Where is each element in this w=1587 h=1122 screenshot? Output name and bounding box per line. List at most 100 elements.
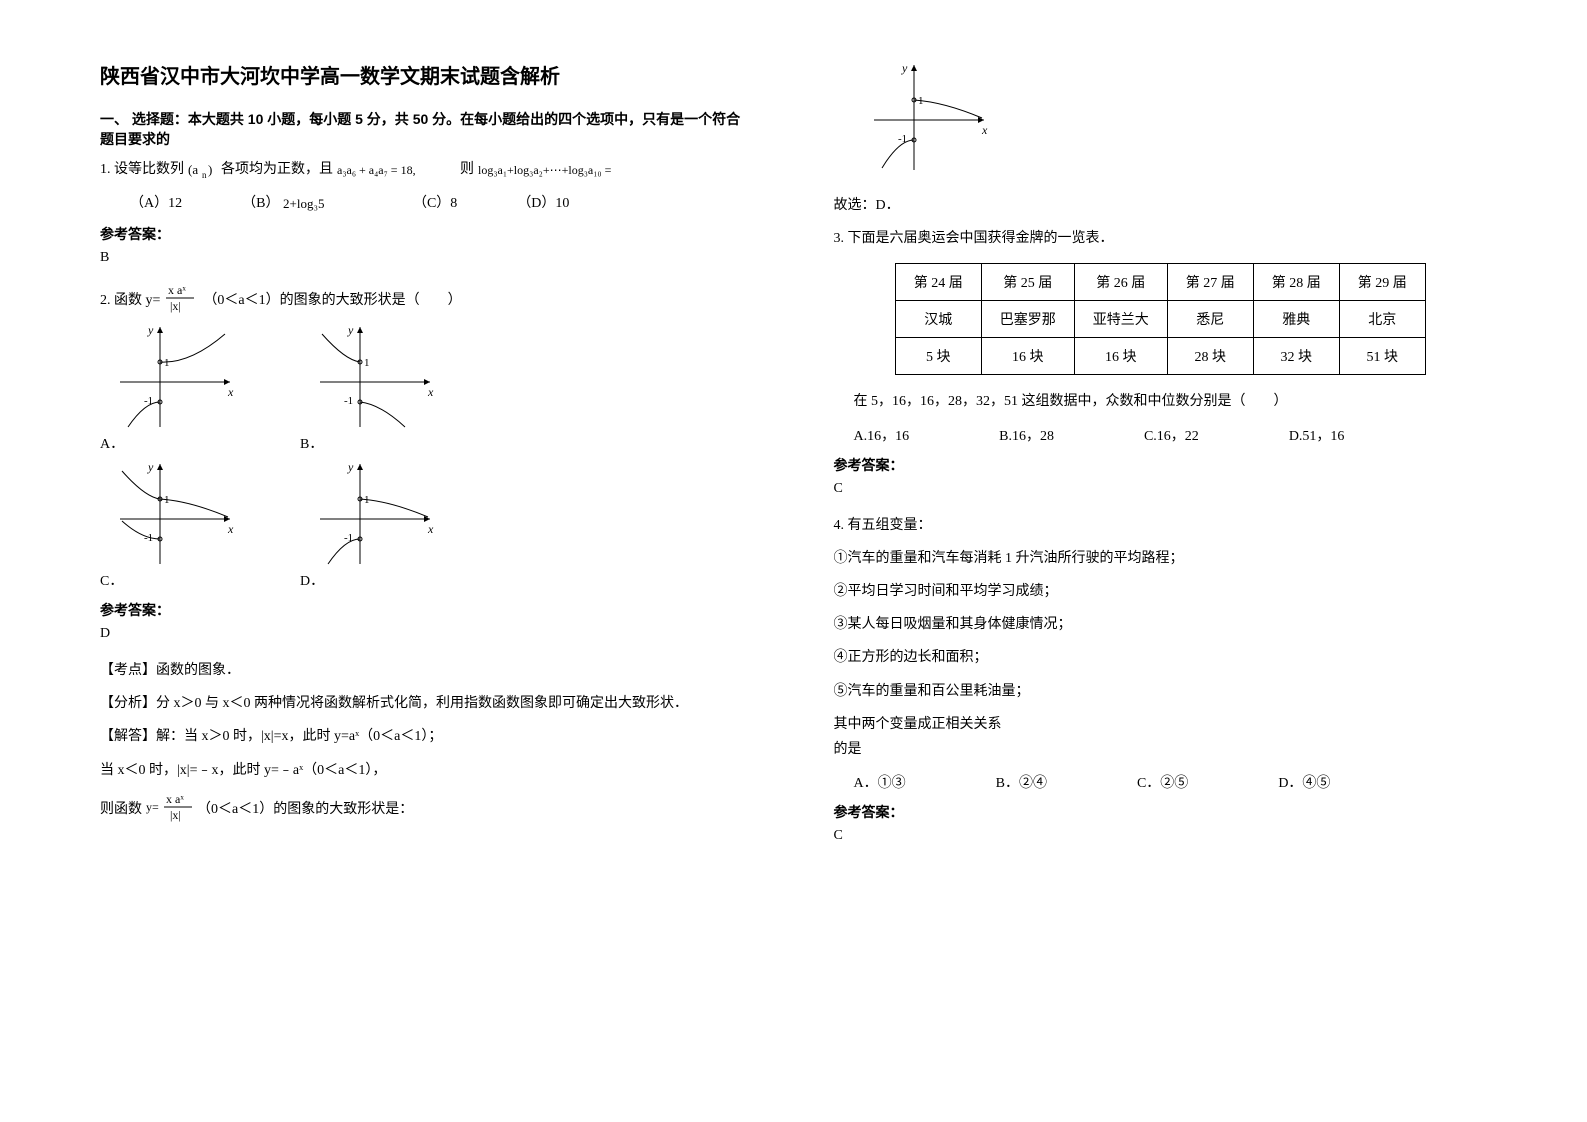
table-cell: 第 26 届 <box>1074 264 1167 301</box>
q2-graph-d-wrap: x y 1 -1 D． <box>300 459 440 590</box>
q2-label-d: D． <box>300 570 440 590</box>
q4-item-3: ③某人每日吸烟量和其身体健康情况； <box>834 612 1488 637</box>
q1-answer-label: 参考答案： <box>100 224 754 244</box>
svg-text:n: n <box>202 170 207 180</box>
svg-text:x: x <box>227 385 234 399</box>
svg-text:2+log₃5: 2+log₃5 <box>283 196 324 211</box>
q4-item-5: ⑤汽车的重量和百公里耗油量； <box>834 679 1488 704</box>
q2-graph-b-wrap: x y 1 -1 B． <box>300 322 440 453</box>
svg-text:x aˣ: x aˣ <box>168 283 186 297</box>
svg-text:y: y <box>147 323 154 337</box>
svg-text:1: 1 <box>164 357 170 369</box>
right-column: x y 1 -1 ， 故选：D． 3. 下面是六届奥运会中国获得金牌的一览表． … <box>834 60 1488 1082</box>
formula-2-plus-log-icon: 2+log₃5 <box>283 194 353 214</box>
formula-product-icon: a₃a₆ + a₄a₇ = 18, <box>337 160 457 180</box>
svg-text:|x|: |x| <box>170 808 181 822</box>
q2-label-a: A． <box>100 433 240 453</box>
svg-text:x: x <box>981 123 988 137</box>
table-cell: 28 块 <box>1167 338 1253 375</box>
q2-graph-row-cd: x y 1 -1 C． x y 1 -1 D． <box>100 459 754 590</box>
table-cell: 32 块 <box>1253 338 1339 375</box>
q3-answer: C <box>834 481 1488 497</box>
medal-table: 第 24 届 第 25 届 第 26 届 第 27 届 第 28 届 第 29 … <box>895 263 1426 375</box>
q3-question: 在 5，16，16，28，32，51 这组数据中，众数和中位数分别是（ ） <box>854 389 1488 414</box>
q1-option-b: （B） 2+log₃5 <box>242 192 353 214</box>
q3-options: A.16，16 B.16，28 C.16，22 D.51，16 <box>854 425 1488 445</box>
table-cell: 第 25 届 <box>981 264 1074 301</box>
q2-point: 【考点】函数的图象． <box>100 658 754 683</box>
q1-stem-mid: 各项均为正数，且 <box>221 162 333 177</box>
svg-text:x: x <box>427 522 434 536</box>
q1-option-a: （A）12 <box>130 192 182 214</box>
q4-answer: C <box>834 828 1488 844</box>
q4-item-2: ②平均日学习时间和平均学习成绩； <box>834 579 1488 604</box>
q3-stem: 3. 下面是六届奥运会中国获得金牌的一览表． <box>834 226 1488 251</box>
table-cell: 16 块 <box>1074 338 1167 375</box>
svg-text:x: x <box>227 522 234 536</box>
table-cell: 第 24 届 <box>895 264 981 301</box>
table-cell: 第 29 届 <box>1339 264 1425 301</box>
svg-text:y: y <box>347 323 354 337</box>
q2-graph-row-ab: x y 1 -1 A． x y 1 -1 B． <box>100 322 754 453</box>
table-cell: 16 块 <box>981 338 1074 375</box>
q4-options: A．①③ B．②④ C．②⑤ D．④⑤ <box>854 772 1488 792</box>
q2-solve3-post: （0＜a＜1）的图象的大致形状是： <box>197 802 413 817</box>
table-cell: 第 28 届 <box>1253 264 1339 301</box>
svg-text:-1: -1 <box>344 395 353 407</box>
table-row: 汉城 巴塞罗那 亚特兰大 悉尼 雅典 北京 <box>895 301 1425 338</box>
q4-item-4: ④正方形的边长和面积； <box>834 645 1488 670</box>
q2-analysis: 【分析】分 x＞0 与 x＜0 两种情况将函数解析式化简，利用指数函数图象即可确… <box>100 691 754 716</box>
table-row: 第 24 届 第 25 届 第 26 届 第 27 届 第 28 届 第 29 … <box>895 264 1425 301</box>
q4-answer-label: 参考答案： <box>834 802 1488 822</box>
q1-option-c: （C）8 <box>413 192 457 214</box>
q2-label-c: C． <box>100 570 240 590</box>
q2-final: 故选：D． <box>834 193 1488 218</box>
q4-option-d: D．④⑤ <box>1278 772 1330 792</box>
q4-stem: 4. 有五组变量： <box>834 513 1488 538</box>
page-title: 陕西省汉中市大河坎中学高一数学文期末试题含解析 <box>100 60 754 89</box>
q4-option-b: B．②④ <box>996 772 1047 792</box>
q1-answer: B <box>100 250 754 266</box>
q4-ask: 其中两个变量成正相关关系的是 <box>834 712 1014 762</box>
graph-option-b-icon: x y 1 -1 <box>300 322 440 432</box>
left-column: 陕西省汉中市大河坎中学高一数学文期末试题含解析 一、 选择题：本大题共 10 小… <box>100 60 754 1082</box>
svg-text:(a: (a <box>188 162 198 177</box>
table-cell: 51 块 <box>1339 338 1425 375</box>
section-1-heading: 一、 选择题：本大题共 10 小题，每小题 5 分，共 50 分。在每小题给出的… <box>100 109 754 149</box>
q1-option-d: （D）10 <box>517 192 569 214</box>
svg-text:y: y <box>147 460 154 474</box>
q2-solve-1: 【解答】解：当 x＞0 时，|x|=x，此时 y=aˣ（0＜a＜1）； <box>100 724 754 749</box>
svg-text:a₃a₆ + a₄a₇ = 18,: a₃a₆ + a₄a₇ = 18, <box>337 163 416 177</box>
q2-solve-2: 当 x＜0 时，|x|=﹣x，此时 y=﹣aˣ（0＜a＜1）， <box>100 758 754 783</box>
q2-answer: D <box>100 626 754 642</box>
svg-text:x: x <box>427 385 434 399</box>
svg-text:log₃a₁+log₃a₂+⋯+log₃a₁₀ =: log₃a₁+log₃a₂+⋯+log₃a₁₀ = <box>478 163 612 177</box>
table-cell: 第 27 届 <box>1167 264 1253 301</box>
formula-y-eq-xax-over-absx-icon: y=x aˣ|x| <box>146 791 194 823</box>
q3-option-d: D.51，16 <box>1289 425 1345 445</box>
q3-option-c: C.16，22 <box>1144 425 1199 445</box>
svg-text:|x|: |x| <box>170 299 181 313</box>
sequence-an-icon: (an) <box>188 160 218 180</box>
q2-label-b: B． <box>300 433 440 453</box>
q2-solve-3: 则函数 y=x aˣ|x| （0＜a＜1）的图象的大致形状是： <box>100 791 754 823</box>
q2-solve3-pre: 则函数 <box>100 802 142 817</box>
table-cell: 悉尼 <box>1167 301 1253 338</box>
q2-stem-post: （0＜a＜1）的图象的大致形状是（ ） <box>203 293 461 308</box>
q4-option-a: A．①③ <box>854 772 906 792</box>
svg-text:y: y <box>347 460 354 474</box>
q1-stem-pre: 1. 设等比数列 <box>100 162 184 177</box>
table-cell: 巴塞罗那 <box>981 301 1074 338</box>
q3-answer-label: 参考答案： <box>834 455 1488 475</box>
q2-stem-pre: 2. 函数 y= <box>100 293 160 308</box>
svg-text:y: y <box>901 61 908 75</box>
svg-text:-1: -1 <box>898 133 907 145</box>
table-cell: 5 块 <box>895 338 981 375</box>
table-cell: 北京 <box>1339 301 1425 338</box>
formula-log-sum-icon: log₃a₁+log₃a₂+⋯+log₃a₁₀ = <box>478 160 698 180</box>
svg-text:y=: y= <box>146 800 159 814</box>
q4-item-1: ①汽车的重量和汽车每消耗 1 升汽油所行驶的平均路程； <box>834 546 1488 571</box>
q2-graph-a-wrap: x y 1 -1 A． <box>100 322 240 453</box>
graph-answer-d-icon: x y 1 -1 ， <box>854 60 994 180</box>
q3-option-a: A.16，16 <box>854 425 910 445</box>
